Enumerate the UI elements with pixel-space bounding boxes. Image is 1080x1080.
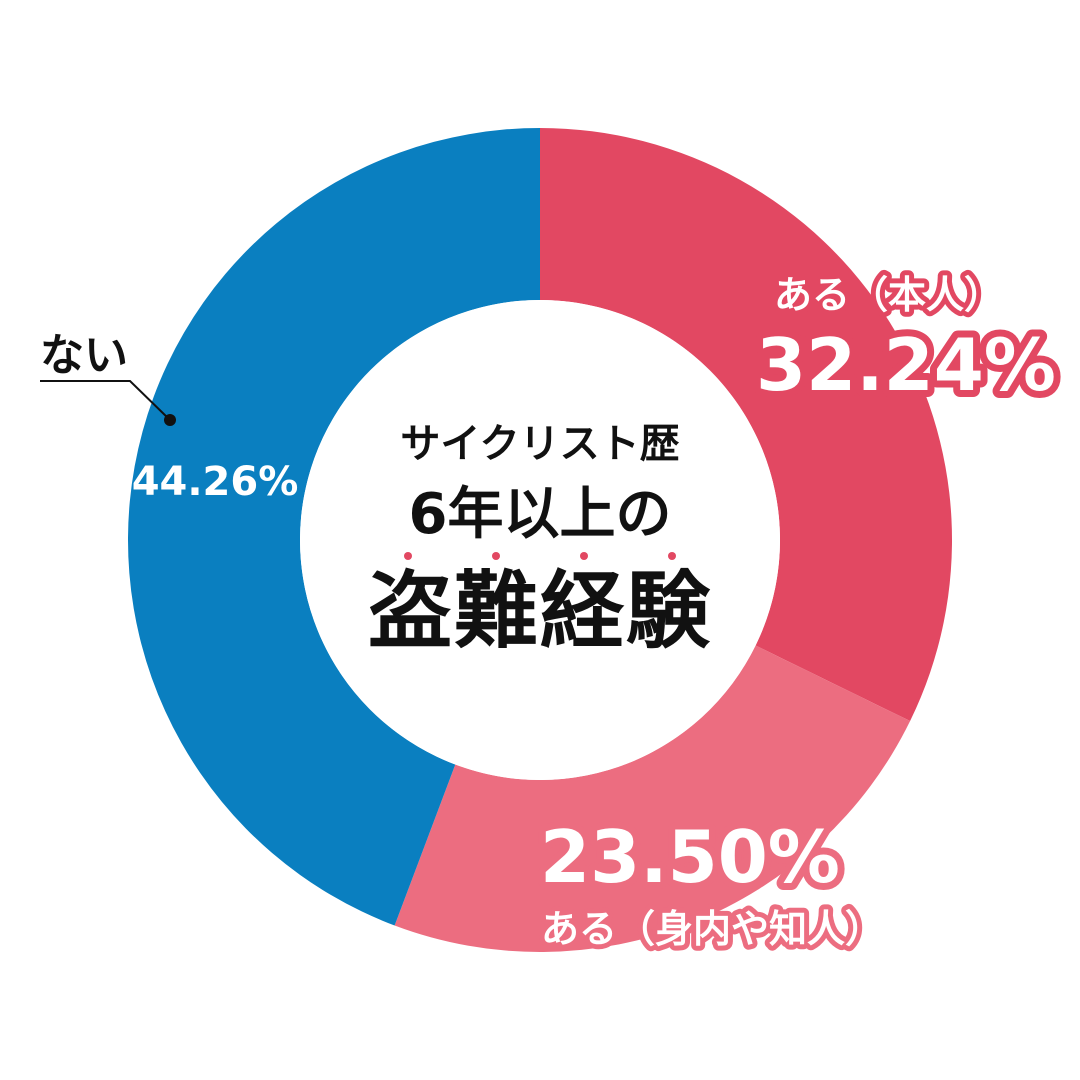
emphasis-dot [580, 552, 588, 560]
slice-self [540, 128, 952, 722]
slice-label-self: ある（本人） [774, 273, 1002, 317]
emphasis-dot [404, 552, 412, 560]
center-title-line1: サイクリスト歴 [400, 421, 679, 467]
leader-line-none [40, 380, 171, 421]
emphasis-dot [492, 552, 500, 560]
donut-center [300, 300, 780, 780]
slice-value-self: 32.24% [756, 323, 1056, 407]
emphasis-dots [404, 552, 676, 560]
slice-none [127, 128, 540, 926]
slice-label-none: ない [40, 330, 128, 381]
slice-value-none: 44.26% [132, 459, 299, 505]
center-title-line3: 盗難経験 [368, 562, 712, 660]
emphasis-dot [668, 552, 676, 560]
leader-dot-none [164, 414, 176, 426]
slice-family-friends [394, 645, 911, 952]
slice-value-family-friends: 23.50% [540, 815, 840, 899]
donut-slices [127, 128, 952, 952]
slice-label-family-friends: ある（身内や知人） [541, 907, 883, 951]
center-title-line2: 6年以上の [409, 482, 672, 547]
